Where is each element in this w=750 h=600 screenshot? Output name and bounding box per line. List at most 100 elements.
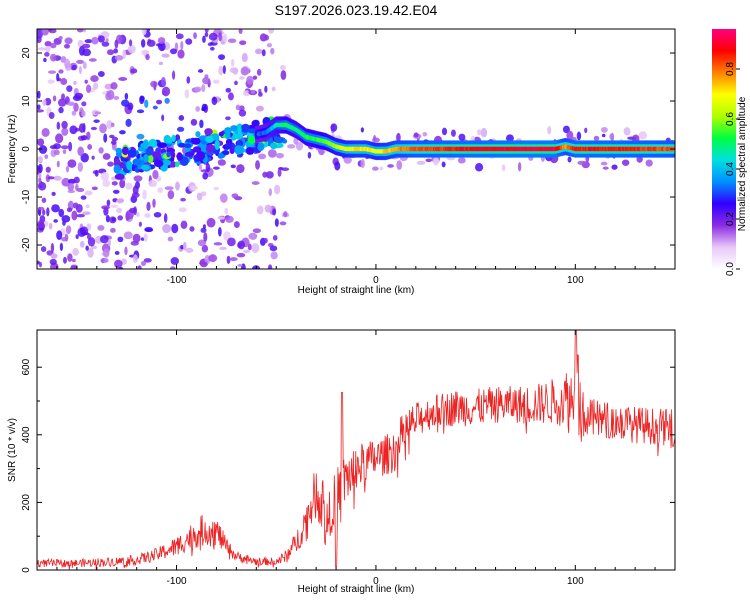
spectrogram-cluster-mark — [153, 159, 164, 168]
spectrogram-noise-mark — [373, 134, 377, 142]
spectrogram-y-label: Frequency (Hz) — [7, 115, 18, 184]
spectrogram-noise-mark — [343, 156, 352, 164]
spectrogram-noise-mark — [61, 93, 66, 101]
spectrogram-cluster-mark — [234, 145, 244, 155]
spectrogram-noise-mark — [243, 90, 250, 97]
spectrogram-noise-mark — [219, 246, 227, 251]
spectrogram-noise-mark — [40, 246, 47, 253]
spectrogram-noise-mark — [86, 233, 92, 240]
spectrogram-noise-mark — [37, 47, 47, 51]
spectrogram-noise-mark — [45, 166, 51, 173]
spectrogram-cluster-mark — [184, 151, 195, 157]
spectrogram-noise-mark — [184, 89, 190, 99]
spectrogram-noise-mark — [307, 151, 312, 159]
colorbar: 0.0 0.2 0.4 0.6 0.8 Normalized spectral ampl… — [712, 29, 748, 276]
spectrogram-noise-mark — [51, 204, 60, 213]
spectrogram-noise-mark — [133, 206, 137, 216]
spectrogram-noise-mark — [102, 91, 107, 96]
spectrogram-noise-mark — [72, 247, 79, 256]
spectrogram-noise-mark — [114, 250, 120, 255]
spectrogram-noise-mark — [198, 261, 208, 265]
spectrogram-noise-mark — [130, 68, 138, 74]
spectrogram-cluster-mark — [122, 146, 129, 156]
spectrogram-noise-mark — [71, 210, 78, 221]
spectrogram-noise-mark — [37, 90, 41, 99]
spectrogram-noise-mark — [111, 181, 118, 186]
snr-background — [37, 330, 675, 570]
spectrogram-cluster-mark — [143, 153, 149, 163]
spectrogram-noise-mark — [73, 102, 79, 113]
spectrogram-noise-mark — [53, 219, 58, 223]
spectrogram-noise-mark — [63, 256, 67, 264]
spectrogram-noise-mark — [144, 213, 151, 218]
spectrogram-noise-mark — [38, 145, 48, 154]
spectrogram-noise-mark — [87, 144, 93, 150]
spectrogram-noise-mark — [157, 187, 164, 194]
spectrogram-noise-mark — [92, 82, 99, 90]
spectrogram-noise-mark — [79, 107, 84, 112]
spectrogram-noise-mark — [106, 120, 113, 129]
spectrogram-noise-mark — [102, 153, 111, 160]
spectrogram-noise-mark — [167, 236, 174, 242]
spectrogram-noise-mark — [76, 59, 85, 65]
spectrogram-noise-mark — [49, 145, 58, 150]
spectrogram-noise-mark — [87, 247, 94, 258]
spectrogram-cluster-mark — [221, 150, 230, 156]
spectrogram-noise-mark — [220, 193, 228, 203]
spectrogram-noise-mark — [206, 217, 216, 228]
spectrogram-noise-mark — [194, 86, 202, 93]
spectrogram-noise-mark — [100, 171, 109, 182]
spectrogram-noise-mark — [360, 127, 365, 133]
colorbar-tick-label: 0.8 — [725, 62, 736, 76]
spectrogram-noise-mark — [37, 156, 44, 163]
spectrogram-y-tick-label: -10 — [21, 189, 32, 204]
spectrogram-noise-mark — [46, 207, 50, 217]
spectrogram-cluster-mark — [166, 137, 173, 144]
spectrogram-noise-mark — [287, 144, 296, 149]
spectrogram-noise-mark — [56, 72, 60, 82]
spectrogram-noise-mark — [131, 192, 140, 198]
spectrogram-noise-mark — [177, 49, 185, 59]
spectrogram-noise-mark — [153, 212, 162, 218]
spectrogram-x-label: Height of straight line (km) — [298, 285, 415, 296]
spectrogram-noise-mark — [127, 44, 136, 54]
spectrogram-noise-mark — [132, 233, 141, 243]
spectrogram-noise-mark — [451, 129, 456, 137]
spectrogram-noise-mark — [106, 49, 115, 56]
spectrogram-noise-mark — [217, 159, 226, 166]
spectrogram-noise-mark — [255, 160, 260, 170]
spectrogram-noise-mark — [91, 36, 99, 45]
spectrogram-noise-mark — [258, 153, 267, 160]
spectrogram-noise-mark — [139, 95, 145, 105]
spectrogram-noise-mark — [233, 221, 240, 228]
spectrogram-noise-mark — [237, 240, 245, 250]
spectrogram-noise-mark — [103, 248, 110, 258]
spectrogram-cluster-mark — [269, 142, 278, 150]
spectrogram-noise-mark — [222, 65, 226, 75]
spectrogram-noise-mark — [243, 249, 251, 253]
spectrogram-noise-mark — [195, 105, 201, 112]
spectrogram-noise-mark — [161, 86, 171, 97]
spectrogram-noise-mark — [241, 52, 248, 63]
spectrogram-noise-mark — [58, 69, 64, 74]
spectrogram-noise-mark — [576, 131, 582, 141]
spectrogram-noise-mark — [59, 242, 64, 252]
spectrogram-noise-mark — [47, 70, 57, 74]
spectrogram-noise-mark — [162, 224, 172, 234]
spectrogram-noise-mark — [56, 121, 61, 130]
snr-y-tick-label: 600 — [21, 358, 32, 375]
spectrogram-noise-mark — [118, 76, 128, 81]
spectrogram-noise-mark — [226, 255, 231, 265]
spectrogram-noise-mark — [58, 208, 65, 218]
spectrogram-noise-mark — [68, 141, 73, 152]
spectrogram-noise-mark — [186, 76, 191, 84]
spectrogram-cluster-mark — [137, 146, 146, 152]
spectrogram-noise-mark — [67, 182, 75, 191]
spectrogram-noise-mark — [47, 176, 55, 180]
spectrogram-cluster-mark — [192, 146, 202, 153]
spectrogram-noise-mark — [240, 66, 249, 76]
spectrogram-noise-mark — [251, 243, 260, 254]
spectrogram-noise-mark — [170, 257, 180, 265]
spectrogram-noise-mark — [93, 119, 100, 123]
